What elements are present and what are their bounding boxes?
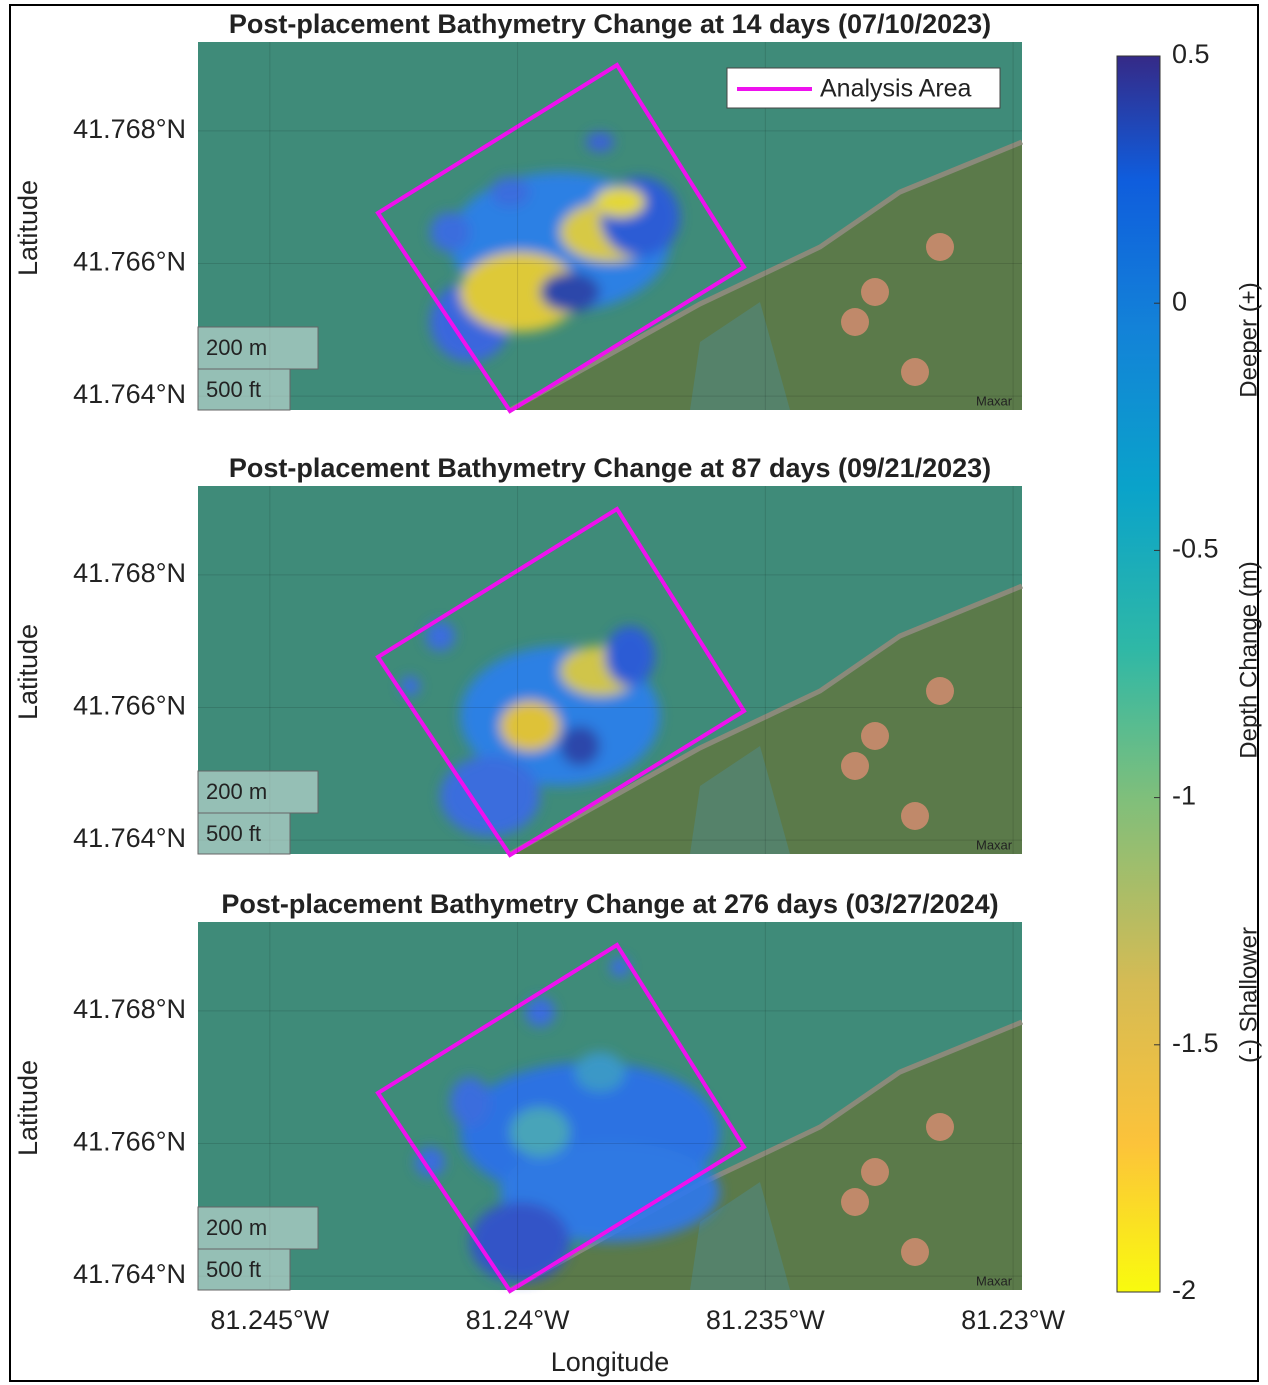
ball-field bbox=[861, 1158, 889, 1186]
y-axis-label: Latitude bbox=[13, 624, 43, 720]
ball-field bbox=[901, 358, 929, 386]
colorbar-label: Deeper (+) bbox=[1235, 282, 1262, 397]
depth-change-patch bbox=[540, 272, 600, 312]
map-panel: 200 m 500 ft Maxar bbox=[198, 486, 1022, 855]
depth-change-patch bbox=[490, 177, 530, 207]
y-tick-label: 41.766°N bbox=[73, 691, 186, 721]
x-tick-label: 81.23°W bbox=[961, 1305, 1065, 1335]
ball-field bbox=[841, 308, 869, 336]
y-tick-label: 41.764°N bbox=[73, 379, 186, 409]
ball-field bbox=[861, 722, 889, 750]
map-panel: 200 m 500 ft Maxar Analysis Area bbox=[198, 42, 1022, 411]
y-tick-label: 41.764°N bbox=[73, 1259, 186, 1289]
colorbar-tick-label: 0.5 bbox=[1172, 39, 1210, 69]
depth-change-patch bbox=[470, 1202, 570, 1282]
ball-field bbox=[926, 677, 954, 705]
colorbar-tick-label: 0 bbox=[1172, 286, 1187, 316]
ball-field bbox=[926, 1113, 954, 1141]
legend-label: Analysis Area bbox=[820, 75, 972, 103]
page: {"panels": [ {"title": "Post-placement B… bbox=[0, 0, 1268, 1385]
y-tick-label: 41.768°N bbox=[73, 114, 186, 144]
x-tick-label: 81.24°W bbox=[466, 1305, 570, 1335]
y-axis-label: Latitude bbox=[13, 180, 43, 276]
scale-label: 500 ft bbox=[206, 821, 261, 846]
depth-change-patch bbox=[575, 1052, 625, 1092]
x-tick-label: 81.245°W bbox=[210, 1305, 329, 1335]
colorbar-tick-label: -1.5 bbox=[1172, 1028, 1219, 1058]
colorbar-label: (-) Shallower bbox=[1235, 927, 1262, 1063]
attribution: Maxar bbox=[976, 393, 1013, 408]
depth-change-patch bbox=[510, 1107, 570, 1157]
depth-change-patch bbox=[450, 1077, 490, 1127]
ball-field bbox=[861, 278, 889, 306]
ball-field bbox=[841, 1188, 869, 1216]
scale-label: 200 m bbox=[206, 335, 267, 360]
depth-change-patch bbox=[560, 726, 600, 766]
x-axis-label: Longitude bbox=[551, 1347, 670, 1377]
scale-label: 200 m bbox=[206, 779, 267, 804]
colorbar-tick-label: -1 bbox=[1172, 781, 1196, 811]
figure: 200 m 500 ft Maxar Analysis Area 41.768°N 41.… bbox=[0, 0, 1268, 1385]
depth-change-patch bbox=[595, 187, 645, 217]
colorbar-label: Depth Change (m) bbox=[1235, 561, 1262, 758]
colorbar bbox=[1117, 56, 1160, 1292]
y-tick-label: 41.764°N bbox=[73, 823, 186, 853]
y-tick-label: 41.766°N bbox=[73, 247, 186, 277]
x-tick-label: 81.235°W bbox=[706, 1305, 825, 1335]
ball-field bbox=[926, 233, 954, 261]
attribution: Maxar bbox=[976, 837, 1013, 852]
map-panel: 200 m 500 ft Maxar bbox=[198, 922, 1022, 1291]
colorbar-tick-label: -2 bbox=[1172, 1275, 1196, 1305]
scale-label: 500 ft bbox=[206, 377, 261, 402]
ball-field bbox=[901, 1238, 929, 1266]
attribution: Maxar bbox=[976, 1273, 1013, 1288]
depth-change-patch bbox=[430, 212, 470, 252]
y-tick-label: 41.768°N bbox=[73, 994, 186, 1024]
depth-change-patch bbox=[500, 701, 560, 751]
y-tick-label: 41.766°N bbox=[73, 1127, 186, 1157]
panel-title: Post-placement Bathymetry Change at 87 d… bbox=[229, 453, 991, 483]
y-tick-label: 41.768°N bbox=[73, 558, 186, 588]
scale-label: 500 ft bbox=[206, 1257, 261, 1282]
ball-field bbox=[901, 802, 929, 830]
y-axis-label: Latitude bbox=[13, 1060, 43, 1156]
depth-change-patch bbox=[605, 626, 655, 686]
panel-title: Post-placement Bathymetry Change at 14 d… bbox=[229, 9, 991, 39]
colorbar-tick-label: -0.5 bbox=[1172, 534, 1219, 564]
scale-label: 200 m bbox=[206, 1215, 267, 1240]
depth-change-patch bbox=[586, 132, 614, 152]
ball-field bbox=[841, 752, 869, 780]
panel-title: Post-placement Bathymetry Change at 276 … bbox=[221, 889, 998, 919]
